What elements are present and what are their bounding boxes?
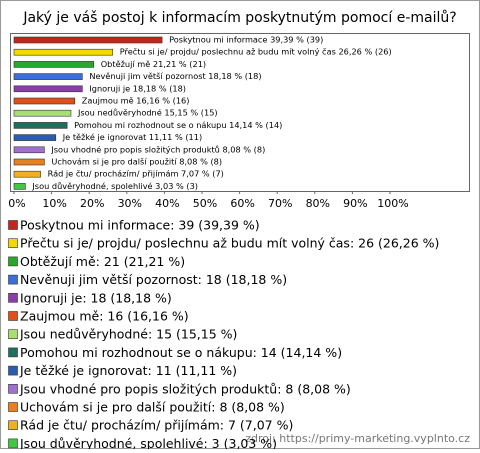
bar-label: Obtěžují mě 21,21 % (21)	[101, 59, 206, 69]
bar-label: Nevěnuji jim větší pozornost 18,18 % (18…	[89, 71, 261, 81]
legend-label: Ignoruji je: 18 (18,18 %)	[20, 290, 172, 305]
legend-swatch	[8, 274, 18, 285]
x-tick-label: 100%	[377, 197, 408, 210]
x-tick-label: 0%	[8, 197, 25, 210]
legend-label: Rád je čtu/ procházím/ přijímám: 7 (7,07…	[20, 418, 293, 433]
bar-label: Přečtu si je/ projdu/ poslechnu až budu …	[120, 47, 392, 57]
bar	[13, 36, 163, 44]
x-tick-label: 40%	[155, 197, 179, 210]
bar-label: Jsou nedůvěryhodné 15,15 % (15)	[77, 108, 218, 118]
bar	[13, 85, 83, 93]
bar-label: Pomohou mi rozhodnout se o nákupu 14,14 …	[74, 120, 282, 130]
bar-label: Rád je čtu/ procházím/ přijímám 7,07 % (…	[48, 169, 224, 179]
bar	[13, 183, 26, 190]
bar-label: Zaujmou mě 16,16 % (16)	[82, 96, 190, 106]
legend-swatch	[8, 256, 18, 267]
bar	[13, 170, 41, 178]
bar	[13, 109, 72, 117]
legend-label: Přečtu si je/ projdu/ poslechnu až budu …	[20, 236, 439, 251]
legend-swatch	[8, 438, 18, 449]
x-tick-label: 80%	[306, 197, 330, 210]
bar	[13, 146, 45, 154]
bar	[13, 73, 83, 80]
bar-label: Poskytnou mi informace 39,39 % (39)	[169, 35, 323, 45]
legend-swatch	[8, 311, 18, 321]
legend-label: Uchovám si je pro další použití: 8 (8,08…	[20, 400, 285, 415]
x-tick-label: 10%	[42, 197, 66, 210]
bar-label: Ignoruji je 18,18 % (18)	[89, 83, 186, 93]
legend-label: Obtěžují mě: 21 (21,21 %)	[20, 254, 185, 269]
legend-swatch	[8, 347, 18, 358]
bar	[13, 122, 68, 129]
legend-label: Jsou důvěryhodné, spolehlivé: 3 (3,03 %)	[19, 436, 277, 449]
legend-swatch	[8, 420, 18, 431]
chart-title: Jaký je váš postoj k informacím poskytnu…	[22, 10, 456, 26]
legend-label: Poskytnou mi informace: 39 (39,39 %)	[20, 218, 260, 233]
bar-label: Jsou důvěryhodné, spolehlivé 3,03 % (3)	[31, 181, 198, 191]
legend-swatch	[8, 329, 18, 340]
x-tick-label: 90%	[343, 197, 367, 210]
legend-swatch	[8, 220, 18, 230]
source: zdroj: https://primy-marketing.vyplnto.c…	[245, 432, 470, 445]
bar	[13, 61, 95, 68]
x-tick-label: 30%	[118, 197, 142, 210]
legend-label: Pomohou mi rozhodnout se o nákupu: 14 (1…	[20, 345, 342, 360]
legend-label: Nevěnuji jim větší pozornost: 18 (18,18 …	[20, 272, 287, 287]
legend-label: Zaujmou mě: 16 (16,16 %)	[20, 309, 189, 324]
legend-label: Je těžké je ignorovat: 11 (11,11 %)	[19, 363, 237, 378]
bar	[13, 97, 76, 105]
bar	[13, 158, 45, 166]
legend-swatch	[8, 402, 18, 412]
bar-label: Je těžké je ignorovat 11,11 % (11)	[62, 132, 202, 142]
bar-label: Uchovám si je pro další použití 8,08 % (…	[51, 157, 222, 167]
x-tick-label: 60%	[230, 197, 254, 210]
bar-label: Jsou vhodné pro popis složitých produktů…	[50, 144, 265, 154]
x-tick-label: 70%	[268, 197, 292, 210]
x-tick-label: 20%	[80, 197, 104, 210]
legend-swatch	[8, 292, 18, 303]
x-tick-label: 50%	[193, 197, 217, 210]
legend-swatch	[8, 383, 18, 394]
legend-label: Jsou vhodné pro popis složitých produktů…	[19, 381, 351, 396]
plot-area	[10, 33, 470, 192]
bar	[13, 134, 57, 141]
legend-swatch	[8, 238, 18, 248]
bar	[13, 48, 114, 56]
legend-swatch	[8, 365, 18, 376]
legend-label: Jsou nedůvěryhodné: 15 (15,15 %)	[19, 327, 237, 342]
